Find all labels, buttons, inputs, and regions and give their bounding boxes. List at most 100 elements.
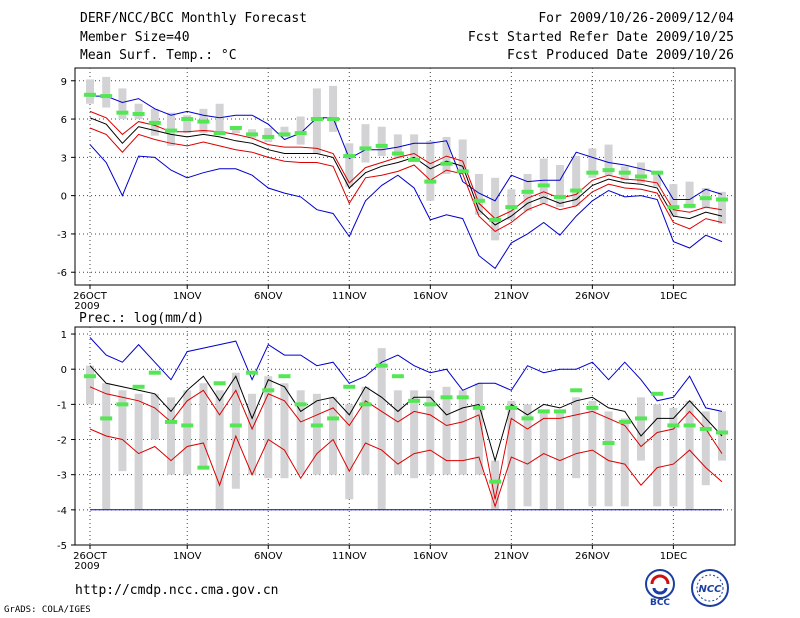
spread-box (701, 411, 710, 486)
spread-box (410, 390, 419, 479)
source-url[interactable]: http://cmdp.ncc.cma.gov.cn (75, 583, 279, 598)
observed-marker (537, 409, 550, 414)
credit-text: GrADS: COLA/IGES (4, 605, 91, 615)
observed-marker (165, 128, 178, 133)
spread-box (377, 348, 386, 510)
spread-upper-line (89, 110, 723, 220)
observed-marker (343, 154, 356, 159)
spread-lower-line (89, 428, 723, 508)
observed-marker (165, 419, 178, 424)
x-tick-label: 1DEC (660, 551, 687, 562)
spread-box (458, 390, 467, 475)
x-tick-label: 1NOV (173, 291, 202, 302)
bcc-logo: BCC (645, 569, 675, 607)
ncc-logo-text: NCC (698, 584, 722, 595)
observed-marker (667, 205, 680, 210)
spread-box (264, 376, 273, 479)
observed-marker (716, 197, 728, 202)
observed-marker (229, 423, 242, 428)
spread-box (118, 390, 127, 472)
spread-box (474, 173, 483, 215)
observed-marker (586, 405, 599, 410)
observed-marker (359, 146, 372, 151)
x-year-label: 2009 (74, 301, 99, 312)
y-tick-label: 0 (61, 365, 67, 376)
spread-box (718, 191, 726, 224)
spread-box (296, 116, 305, 145)
min-series-line (89, 144, 723, 270)
x-tick-label: 26OCT (73, 551, 108, 562)
variable-label: Mean Surf. Temp.: °C (80, 48, 237, 63)
observed-marker (440, 161, 453, 166)
observed-marker (553, 409, 566, 414)
observed-marker (197, 465, 210, 470)
spread-box (653, 404, 662, 507)
observed-marker (391, 374, 404, 379)
spread-box (102, 76, 111, 108)
spread-box (393, 390, 402, 475)
x-tick-label: 26NOV (575, 291, 610, 302)
observed-marker (716, 430, 728, 435)
observed-marker (84, 92, 96, 97)
spread-box (393, 134, 402, 159)
spread-box (361, 386, 370, 475)
spread-box (507, 189, 516, 220)
x-tick-label: 16NOV (413, 291, 448, 302)
spread-box (102, 383, 111, 510)
spread-box (604, 411, 613, 507)
observed-marker (699, 426, 712, 431)
spread-box (377, 126, 386, 157)
spread-box (426, 390, 435, 475)
spread-box (296, 390, 305, 475)
spread-box (491, 460, 500, 510)
spread-box (118, 88, 127, 120)
observed-marker (132, 111, 145, 116)
observed-marker (440, 395, 453, 400)
max-series-line (90, 95, 723, 202)
y-tick-label: -3 (57, 471, 67, 482)
spread-box (588, 400, 597, 507)
x-year-label: 2009 (74, 561, 99, 572)
observed-marker (359, 402, 372, 407)
observed-marker (553, 194, 566, 199)
spread-box (345, 143, 354, 187)
spread-box (636, 162, 645, 183)
observed-marker (586, 170, 599, 175)
observed-marker (132, 384, 145, 389)
observed-marker (634, 174, 647, 179)
observed-marker (246, 132, 259, 137)
spread-box (215, 390, 224, 510)
spread-box (442, 136, 451, 174)
observed-marker (472, 405, 485, 410)
observed-marker (310, 423, 323, 428)
spread-box (248, 393, 257, 475)
title: DERF/NCC/BCC Monthly Forecast (80, 11, 307, 26)
spread-box (183, 390, 192, 475)
y-tick-label: -3 (57, 230, 67, 241)
observed-marker (651, 170, 664, 175)
observed-marker (602, 441, 615, 446)
plot-frame (74, 326, 736, 546)
spread-box (134, 103, 143, 120)
observed-marker (100, 94, 113, 99)
spread-box (669, 407, 678, 507)
observed-marker (699, 196, 712, 201)
spread-box (539, 411, 548, 510)
spread-box (620, 418, 629, 507)
observed-marker (197, 119, 210, 124)
spread-box (474, 383, 483, 475)
spread-box (507, 400, 516, 510)
spread-box (442, 386, 451, 475)
ncc-logo: NCC (691, 569, 729, 607)
x-tick-label: 26OCT (73, 291, 108, 302)
observed-marker (424, 402, 437, 407)
spread-box (345, 404, 354, 500)
observed-marker (537, 183, 550, 188)
observed-marker (570, 188, 583, 193)
spread-box (329, 397, 338, 475)
y-tick-label: 3 (61, 153, 67, 164)
forecast-period: For 2009/10/26-2009/12/04 (538, 11, 734, 26)
observed-marker (521, 416, 534, 421)
x-tick-label: 11NOV (332, 551, 367, 562)
